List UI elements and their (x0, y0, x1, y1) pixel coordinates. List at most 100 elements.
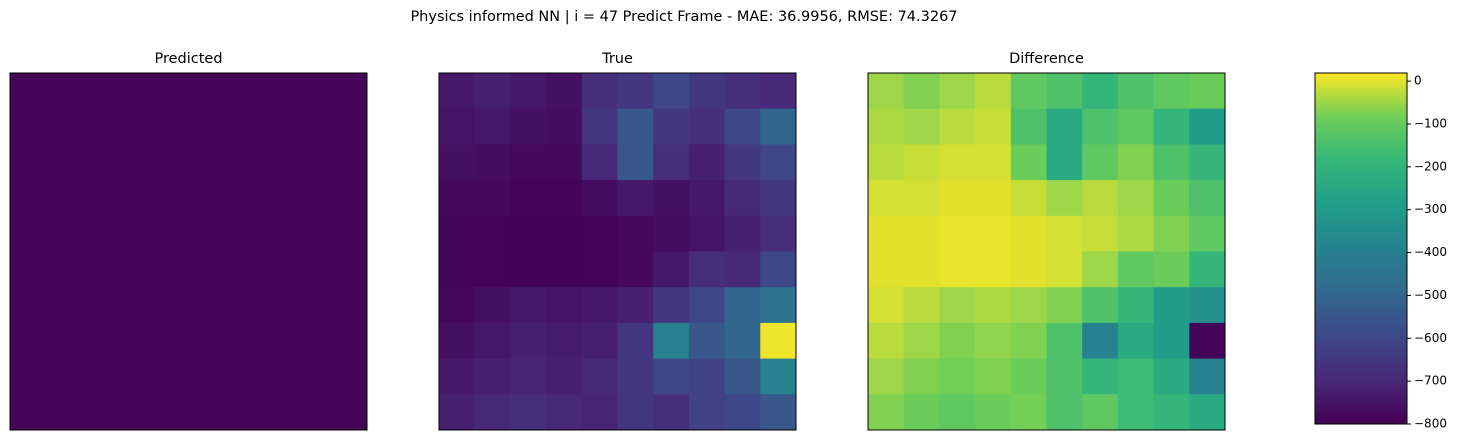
heatmap-cell (903, 287, 940, 324)
heatmap-cell (546, 287, 583, 324)
heatmap-cell (1153, 394, 1190, 431)
figure-title: Physics informed NN | i = 47 Predict Fra… (410, 9, 957, 25)
heatmap-cell (546, 180, 583, 217)
heatmap-cell (939, 180, 976, 217)
heatmap-cell (188, 144, 225, 181)
heatmap-cell (188, 251, 225, 288)
heatmap-cell (868, 358, 905, 395)
heatmap-cell (10, 322, 47, 360)
heatmap-cell (724, 108, 761, 145)
heatmap-cell (259, 144, 297, 181)
colorbar-tick-label: −500 (1414, 288, 1447, 302)
heatmap-cell (45, 358, 82, 395)
colorbar-tick-label: −600 (1414, 331, 1447, 345)
heatmap-cell (1117, 108, 1155, 145)
heatmap-cell (117, 144, 154, 181)
heatmap-cell (975, 180, 1012, 217)
colorbar-tick-label: −200 (1414, 159, 1447, 173)
heatmap-cell (975, 108, 1012, 145)
heatmap-cell (617, 358, 654, 395)
heatmap-cell (474, 358, 511, 395)
heatmap-cell (188, 73, 225, 110)
heatmap-cell (760, 73, 797, 110)
heatmap-cell (259, 73, 297, 110)
heatmap-cell (688, 358, 726, 395)
heatmap-cell (1153, 322, 1190, 360)
heatmap-cell (688, 73, 726, 110)
heatmap-cell (1153, 180, 1190, 217)
heatmap-cell (331, 287, 368, 324)
heatmap-cell (10, 394, 47, 431)
heatmap-cell (510, 108, 547, 145)
heatmap-cell (331, 180, 368, 217)
colorbar-tick-label: 0 (1414, 74, 1422, 88)
heatmap-cell (617, 73, 654, 110)
heatmap-cell (439, 358, 476, 395)
heatmap-cell (295, 251, 332, 288)
heatmap-cell (331, 215, 368, 252)
heatmap-cell (724, 251, 761, 288)
heatmap-cell (1117, 394, 1155, 431)
colorbar-tick-label: −800 (1414, 417, 1447, 431)
heatmap-cell (224, 108, 261, 145)
heatmap-cell (1046, 322, 1083, 360)
heatmap-cell (581, 144, 618, 181)
heatmap-cell (975, 73, 1012, 110)
heatmap-cell (45, 215, 82, 252)
heatmap-cell (295, 394, 332, 431)
heatmap-cell (510, 73, 547, 110)
heatmap-cell (331, 251, 368, 288)
heatmap-cell (1046, 180, 1083, 217)
heatmap-cell (903, 144, 940, 181)
heatmap-cell (295, 358, 332, 395)
heatmap-cell (939, 322, 976, 360)
heatmap-cell (1082, 73, 1119, 110)
heatmap-cell (117, 108, 154, 145)
heatmap-cell (903, 108, 940, 145)
heatmap-cell (510, 358, 547, 395)
heatmap-cell (1046, 251, 1083, 288)
heatmap-cell (546, 358, 583, 395)
heatmap-cell (259, 287, 297, 324)
heatmap-cell (439, 322, 476, 360)
heatmap-cell (903, 251, 940, 288)
heatmap-cell (653, 215, 690, 252)
heatmap-cell (688, 251, 726, 288)
heatmap-cell (1010, 215, 1047, 252)
heatmap-cell (45, 322, 82, 360)
heatmap-cell (617, 180, 654, 217)
heatmap-cell (1153, 215, 1190, 252)
heatmap-cell (581, 322, 618, 360)
heatmap-cell (868, 215, 905, 252)
heatmap-cell (546, 322, 583, 360)
heatmap-cell (1153, 251, 1190, 288)
heatmap-cell (939, 287, 976, 324)
heatmap-cell (188, 180, 225, 217)
heatmap-cell (617, 108, 654, 145)
heatmap-cell (903, 358, 940, 395)
heatmap-cell (1189, 322, 1226, 360)
heatmap-cell (1189, 215, 1226, 252)
heatmap-cell (653, 322, 690, 360)
heatmap-cell (152, 108, 189, 145)
heatmap-cell (117, 180, 154, 217)
heatmap-cell (1046, 144, 1083, 181)
heatmap-cell (224, 358, 261, 395)
heatmap-cell (653, 108, 690, 145)
heatmap-cell (617, 394, 654, 431)
heatmap-cell (259, 322, 297, 360)
heatmap-cell (939, 215, 976, 252)
heatmap-cell (688, 180, 726, 217)
heatmap-cell (724, 394, 761, 431)
heatmap-cell (10, 251, 47, 288)
heatmap-cell (975, 144, 1012, 181)
heatmap-cell (10, 358, 47, 395)
heatmap-cell (760, 108, 797, 145)
heatmap-cell (439, 108, 476, 145)
heatmap-cell (152, 322, 189, 360)
heatmap-cell (45, 287, 82, 324)
heatmap-cell (581, 394, 618, 431)
heatmap-cell (1010, 180, 1047, 217)
heatmap-cell (939, 144, 976, 181)
heatmap-cell (224, 287, 261, 324)
